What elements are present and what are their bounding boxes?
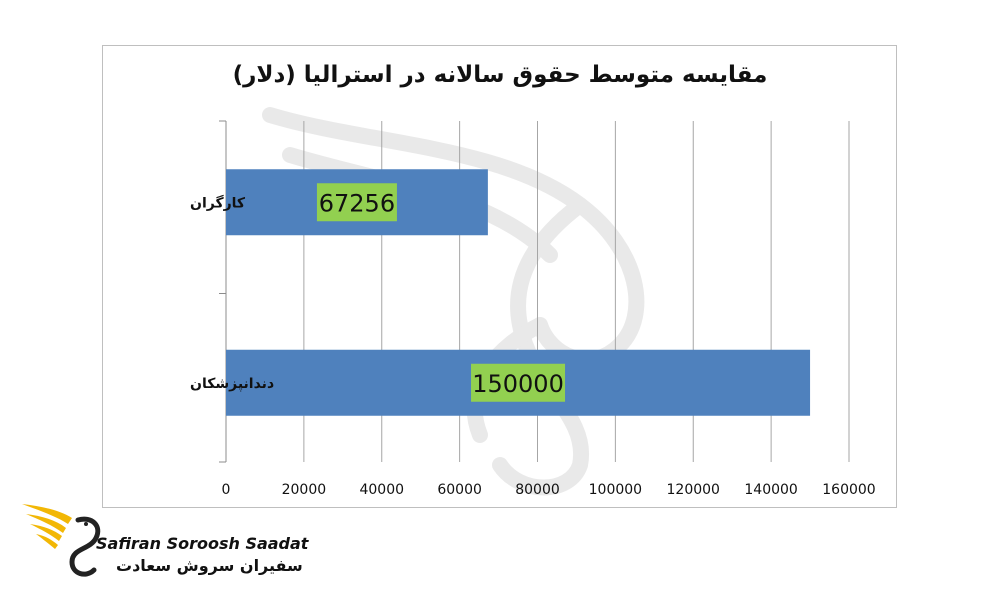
x-tick-label: 80000 <box>515 482 560 498</box>
x-tick-label: 160000 <box>822 482 875 498</box>
x-tick-label: 20000 <box>282 482 327 498</box>
x-tick-label: 120000 <box>667 482 720 498</box>
y-category-label: کارگران <box>190 194 246 211</box>
data-label-background <box>316 183 397 222</box>
chart-frame <box>102 45 897 508</box>
data-label: 150000 <box>472 370 564 398</box>
x-tick-label: 140000 <box>744 482 797 498</box>
chart-title: مقایسه متوسط حقوق سالانه در استرالیا (دل… <box>232 62 768 88</box>
x-tick-label: 100000 <box>589 482 642 498</box>
brand-name-en: Safiran Soroosh Saadat <box>96 534 309 553</box>
x-tick-label: 40000 <box>359 482 404 498</box>
brand-name-fa: سفیران سروش سعادت <box>116 556 303 575</box>
brand-logo: Safiran Soroosh Saadat سفیران سروش سعادت <box>20 500 308 590</box>
x-tick-label: 0 <box>222 482 231 498</box>
gold-wings-swan-logo-icon <box>22 504 101 577</box>
data-label-background <box>471 363 566 402</box>
x-tick-label: 60000 <box>437 482 482 498</box>
data-label: 67256 <box>319 189 395 217</box>
y-category-label: دندانپزشکان <box>190 376 274 392</box>
